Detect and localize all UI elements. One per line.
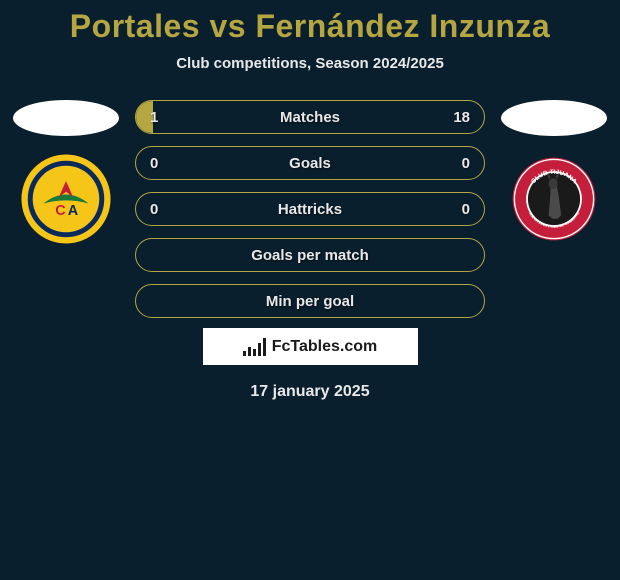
svg-text:A: A [68,203,79,219]
stat-label: Min per goal [266,293,354,310]
stat-right-value: 0 [462,155,470,172]
stat-left-value: 0 [150,201,158,218]
left-player-avatar [13,100,119,136]
brand-strip: FcTables.com [203,328,418,365]
brand-bars-icon [243,338,266,356]
svg-text:C: C [55,203,65,219]
left-club-badge: C A [21,154,111,244]
brand-text: FcTables.com [272,338,378,356]
date-line: 17 january 2025 [0,383,620,401]
right-club-badge: CLUB TIJUANA XOLOITZCUINTLES DE CALIENTE [509,154,599,244]
stat-bar-goals: 0 Goals 0 [135,146,485,180]
page-title: Portales vs Fernández Inzunza [0,8,620,45]
stat-bar-matches: 1 Matches 18 [135,100,485,134]
stat-left-value: 1 [150,109,158,126]
stat-bar-gpm: Goals per match [135,238,485,272]
stat-label: Goals per match [251,247,369,264]
stat-label: Matches [280,109,340,126]
stat-right-value: 18 [453,109,470,126]
stat-bar-mpg: Min per goal [135,284,485,318]
stats-column: 1 Matches 18 0 Goals 0 0 Hattricks 0 Goa… [135,100,485,318]
stat-right-value: 0 [462,201,470,218]
right-player-col: CLUB TIJUANA XOLOITZCUINTLES DE CALIENTE [499,100,609,244]
stat-bar-hattricks: 0 Hattricks 0 [135,192,485,226]
stat-left-value: 0 [150,155,158,172]
left-player-col: C A [11,100,121,244]
right-player-avatar [501,100,607,136]
stat-label: Hattricks [278,201,342,218]
stat-label: Goals [289,155,331,172]
subtitle: Club competitions, Season 2024/2025 [0,55,620,72]
